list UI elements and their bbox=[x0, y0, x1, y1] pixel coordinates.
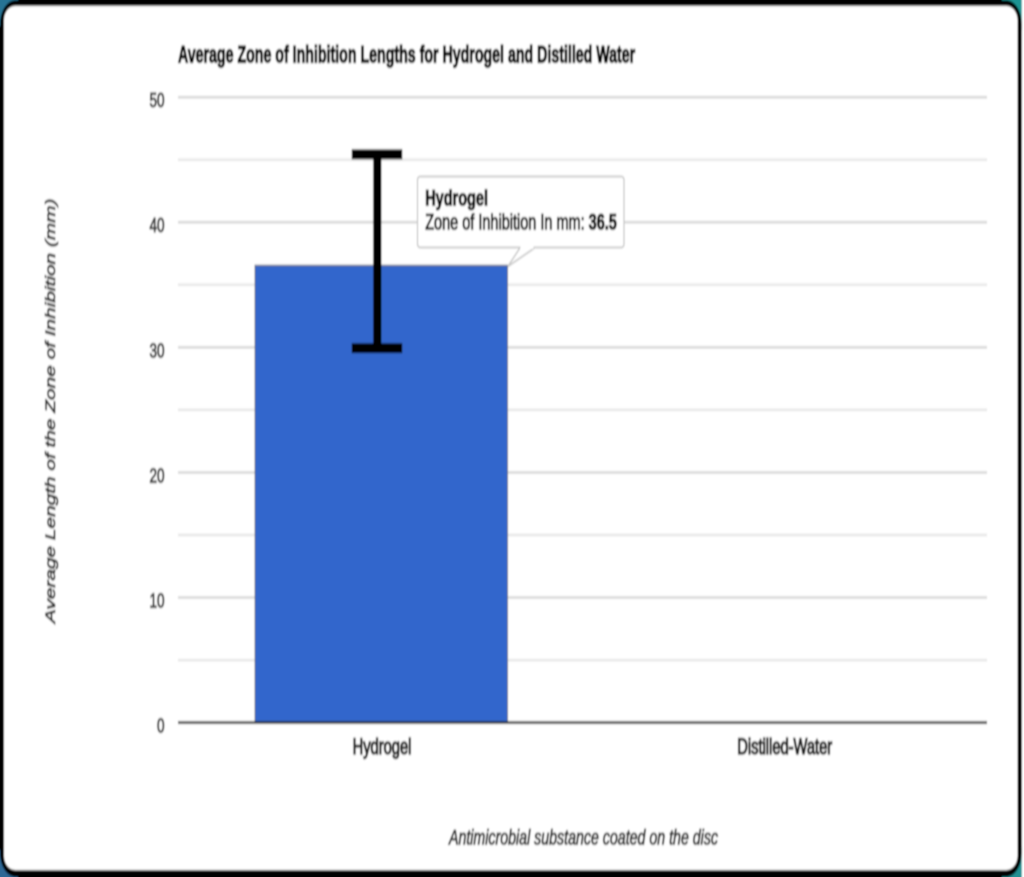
svg-text:30: 30 bbox=[149, 338, 164, 362]
svg-text:Average Zone of Inhibition Len: Average Zone of Inhibition Lengths for H… bbox=[178, 42, 635, 69]
svg-text:50: 50 bbox=[149, 88, 164, 112]
svg-text:Hydrogel: Hydrogel bbox=[353, 734, 412, 759]
svg-text:10: 10 bbox=[149, 589, 164, 613]
svg-text:Antimicrobial substance coated: Antimicrobial substance coated on the di… bbox=[448, 826, 718, 850]
svg-text:20: 20 bbox=[149, 464, 164, 488]
svg-text:0: 0 bbox=[157, 714, 165, 738]
svg-text:Distilled-Water: Distilled-Water bbox=[737, 734, 832, 759]
svg-text:Zone of Inhibition In mm: 36.5: Zone of Inhibition In mm: 36.5 bbox=[425, 210, 617, 235]
svg-text:Average Length of the Zone of: Average Length of the Zone of Inhibition… bbox=[42, 199, 58, 625]
svg-text:40: 40 bbox=[149, 213, 164, 237]
svg-text:Hydrogel: Hydrogel bbox=[425, 185, 488, 210]
